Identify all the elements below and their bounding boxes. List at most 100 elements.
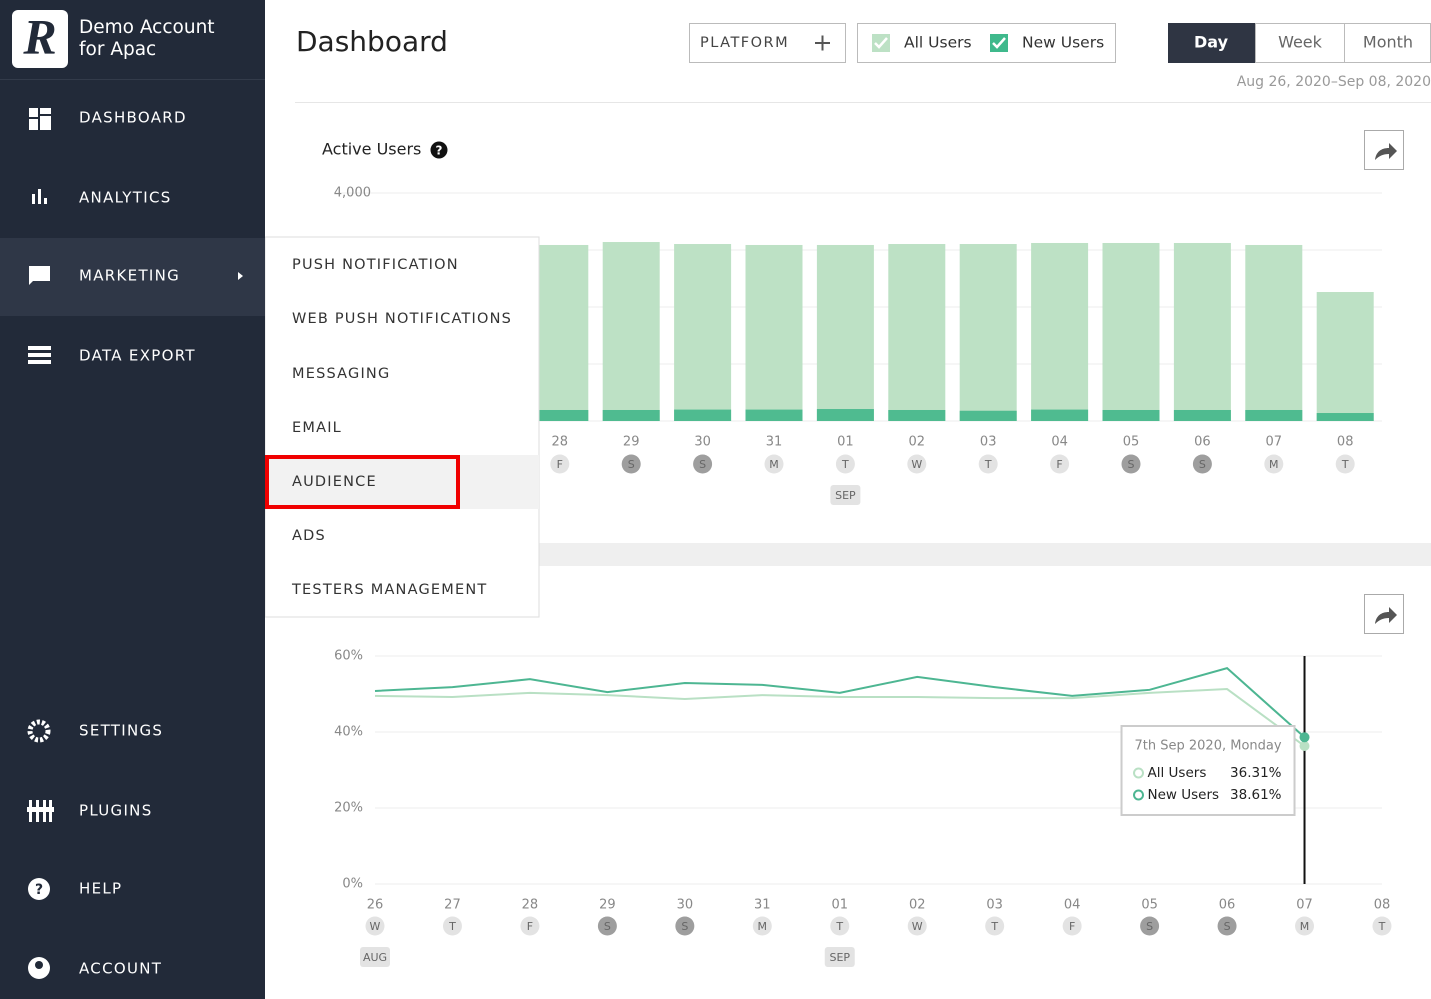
x-tick-label: 05 [1123,435,1140,450]
help-icon[interactable] [430,141,448,159]
nav-item[interactable]: HELP [79,880,122,898]
x-tick-label: 07 [1296,898,1313,913]
submenu-item[interactable]: WEB PUSH NOTIFICATIONS [292,311,512,327]
weekday-badge [1050,454,1070,474]
weekday-badge [1121,454,1141,474]
period-label: Week [1278,33,1323,52]
bar [1102,242,1160,421]
weekday-label: T [835,920,843,933]
tooltip-value: 36.31% [1230,765,1282,781]
submenu-item[interactable]: TESTERS MANAGEMENT [291,582,487,598]
period-button[interactable] [1255,23,1345,63]
x-tick-label: 31 [766,435,783,450]
bar [1173,242,1231,421]
weekday-badge [1372,916,1392,936]
bar [602,409,660,421]
bar [888,244,946,421]
divider [0,79,265,80]
bar [816,409,874,421]
weekday-badge [830,916,850,936]
weekday-badge [978,454,998,474]
x-tick-label: 08 [1374,898,1391,913]
share-icon [1375,607,1397,624]
x-tick-label: 26 [367,898,384,913]
x-tick-label: 07 [1266,435,1283,450]
submenu-item[interactable]: MESSAGING [292,366,390,382]
card-gap [295,543,1431,566]
analytics-icon [32,189,47,204]
period-button[interactable] [1344,23,1431,63]
submenu-item[interactable]: ADS [292,528,326,544]
weekday-badge [764,454,784,474]
weekday-badge [1192,454,1212,474]
x-tick-label: 28 [522,898,539,913]
submenu-panel [264,236,540,618]
nav-item[interactable]: MARKETING [79,267,180,285]
nav-item[interactable]: SETTINGS [79,722,163,740]
bar [1031,242,1089,421]
weekday-label: T [448,920,456,933]
x-tick-label: 04 [1051,435,1068,450]
weekday-label: S [1146,920,1153,933]
plus-icon [815,35,830,51]
line [374,667,1306,739]
x-tick-label: 04 [1064,898,1081,913]
bar [674,244,732,421]
plugins-icon [27,800,54,822]
bar [602,242,660,421]
weekday-label: S [604,920,611,933]
submenu-item[interactable]: PUSH NOTIFICATION [292,257,459,273]
x-tick-label: 01 [837,435,854,450]
x-tick-label: 31 [754,898,771,913]
weekday-badge [520,916,540,936]
x-tick-label: 06 [1219,898,1236,913]
weekday-label: T [1341,458,1349,471]
weekday-label: T [984,458,992,471]
nav-item[interactable]: DASHBOARD [79,109,187,127]
weekday-label: T [990,920,998,933]
hover-dot [1299,741,1310,752]
y-tick-label: 40% [334,725,363,740]
weekday-badge [1264,454,1284,474]
hover-dot [1299,732,1310,743]
x-tick-label: 02 [909,435,926,450]
bar [531,409,589,421]
x-tick-label: 01 [831,898,848,913]
x-tick-label: 29 [623,435,640,450]
nav-item[interactable]: DATA EXPORT [79,347,196,365]
weekday-label: T [1378,920,1386,933]
bar [1316,413,1374,421]
filter-label: All Users [904,34,972,52]
marketing-icon [29,266,50,285]
bar [1245,409,1303,421]
month-badge [824,947,855,967]
nav-item[interactable]: ACCOUNT [79,960,162,978]
submenu-item[interactable]: EMAIL [292,420,342,436]
tooltip-title: 7th Sep 2020, Monday [1135,739,1282,754]
help-glyph: ? [436,144,443,158]
x-tick-label: 03 [986,898,1003,913]
filter-box [857,23,1116,63]
nav-item[interactable]: PLUGINS [79,802,153,820]
y-tick-label: 60% [334,649,363,664]
platform-label: PLATFORM [700,35,789,51]
weekday-badge [907,916,927,936]
bar [1031,409,1089,421]
period-button-active[interactable] [1168,23,1255,63]
bar [1173,409,1231,421]
weekday-badge [693,454,713,474]
weekday-badge [621,454,641,474]
tooltip [1120,725,1296,816]
period-label: Month [1363,33,1413,52]
bar [1245,244,1303,421]
month-label: SEP [829,951,850,964]
card-border [295,102,1431,103]
submenu-item[interactable]: AUDIENCE [292,474,377,490]
x-tick-label: 05 [1141,898,1158,913]
nav-item[interactable]: ANALYTICS [79,189,172,207]
weekday-label: F [1056,458,1062,471]
settings-icon [27,719,51,743]
tooltip-swatch [1133,767,1145,779]
weekday-badge [907,454,927,474]
